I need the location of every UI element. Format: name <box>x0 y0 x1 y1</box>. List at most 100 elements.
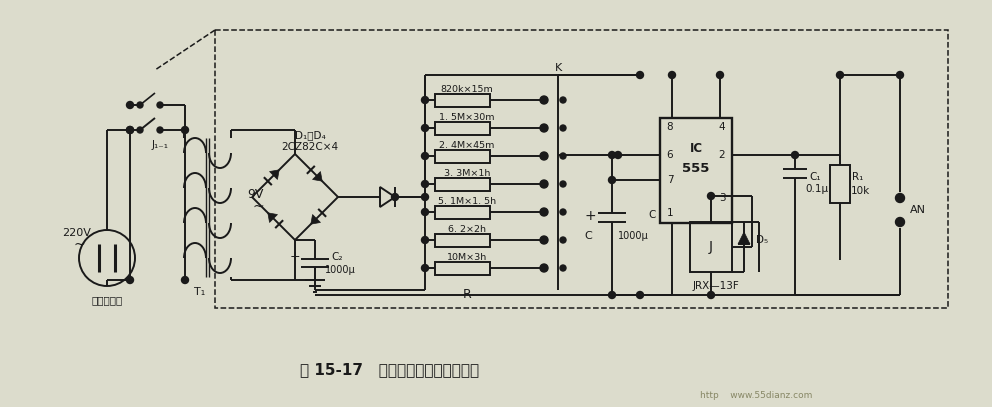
Text: 9V: 9V <box>247 188 263 201</box>
Text: http    www.55dianz.com: http www.55dianz.com <box>700 390 812 400</box>
Text: 1: 1 <box>667 208 674 218</box>
Text: ~: ~ <box>252 200 264 214</box>
Circle shape <box>669 72 676 79</box>
Bar <box>435 234 490 247</box>
Polygon shape <box>268 213 278 223</box>
Circle shape <box>560 97 566 103</box>
Circle shape <box>422 153 429 160</box>
Text: 8: 8 <box>667 122 674 132</box>
Circle shape <box>608 151 615 158</box>
Text: 用电器插座: 用电器插座 <box>91 295 123 305</box>
Text: C: C <box>584 231 592 241</box>
Text: +: + <box>584 209 596 223</box>
Bar <box>435 122 490 135</box>
Circle shape <box>540 124 548 132</box>
Circle shape <box>896 217 905 227</box>
Text: 图 15-17   家电定时断电控制器电路: 图 15-17 家电定时断电控制器电路 <box>301 363 479 378</box>
Text: D₁～D₄: D₁～D₄ <box>295 130 325 140</box>
Circle shape <box>422 180 429 188</box>
Circle shape <box>137 102 143 108</box>
Text: 6: 6 <box>667 150 674 160</box>
Text: JRX—13F: JRX—13F <box>692 281 739 291</box>
Circle shape <box>707 193 714 199</box>
Circle shape <box>422 96 429 103</box>
Bar <box>660 118 732 223</box>
Text: 1. 5M×30m: 1. 5M×30m <box>439 112 495 122</box>
Text: 3. 3M×1h: 3. 3M×1h <box>443 168 490 177</box>
Text: R: R <box>462 289 471 302</box>
Circle shape <box>637 291 644 298</box>
Circle shape <box>540 264 548 272</box>
Circle shape <box>422 236 429 243</box>
Circle shape <box>560 125 566 131</box>
Circle shape <box>896 193 905 203</box>
Bar <box>435 150 490 163</box>
Polygon shape <box>270 170 279 179</box>
Circle shape <box>637 72 644 79</box>
Circle shape <box>540 152 548 160</box>
Circle shape <box>614 151 622 158</box>
Text: 6. 2×2h: 6. 2×2h <box>448 225 486 234</box>
Circle shape <box>137 127 143 133</box>
Circle shape <box>422 193 429 201</box>
Circle shape <box>127 276 134 284</box>
Text: C₁: C₁ <box>809 172 820 182</box>
Circle shape <box>540 208 548 216</box>
Text: 4: 4 <box>718 122 725 132</box>
Text: T₁: T₁ <box>194 287 205 297</box>
Circle shape <box>707 291 714 298</box>
Circle shape <box>422 265 429 271</box>
Circle shape <box>157 102 163 108</box>
Text: 2CZ82C×4: 2CZ82C×4 <box>282 142 338 152</box>
Circle shape <box>608 291 615 298</box>
Text: C: C <box>649 210 656 220</box>
Circle shape <box>560 181 566 187</box>
Text: 1000μ: 1000μ <box>324 265 355 275</box>
Bar <box>435 178 490 191</box>
Text: ~: ~ <box>73 238 84 252</box>
Circle shape <box>560 237 566 243</box>
Text: K: K <box>555 63 561 73</box>
Bar <box>830 165 850 203</box>
Circle shape <box>157 127 163 133</box>
Circle shape <box>182 127 188 133</box>
Text: 5. 1M×1. 5h: 5. 1M×1. 5h <box>437 197 496 206</box>
Circle shape <box>182 276 188 284</box>
Circle shape <box>560 265 566 271</box>
Text: 555: 555 <box>682 162 709 175</box>
Circle shape <box>560 209 566 215</box>
Circle shape <box>422 125 429 131</box>
Text: D₅: D₅ <box>756 235 768 245</box>
Polygon shape <box>310 214 320 224</box>
Circle shape <box>392 193 399 201</box>
Text: 2. 4M×45m: 2. 4M×45m <box>439 140 495 149</box>
Circle shape <box>540 96 548 104</box>
Bar <box>435 262 490 275</box>
Circle shape <box>560 153 566 159</box>
Text: 0.1μ: 0.1μ <box>806 184 828 194</box>
Circle shape <box>540 236 548 244</box>
Text: R₁: R₁ <box>852 172 864 182</box>
Text: J: J <box>709 240 713 254</box>
Text: 7: 7 <box>667 175 674 185</box>
Text: 220V: 220V <box>62 228 91 238</box>
Circle shape <box>836 72 843 79</box>
Text: 10M×3h: 10M×3h <box>446 252 487 262</box>
Text: J₁₋₁: J₁₋₁ <box>152 140 169 150</box>
Text: IC: IC <box>689 142 702 155</box>
Text: +: + <box>290 250 301 263</box>
Bar <box>435 94 490 107</box>
Text: C₂: C₂ <box>331 252 343 262</box>
Circle shape <box>127 101 134 109</box>
Text: AN: AN <box>910 205 926 215</box>
Circle shape <box>127 127 134 133</box>
Text: 820k×15m: 820k×15m <box>440 85 493 94</box>
Polygon shape <box>738 232 750 244</box>
Circle shape <box>422 208 429 215</box>
Text: 2: 2 <box>718 150 725 160</box>
Circle shape <box>792 151 799 158</box>
Bar <box>690 222 732 272</box>
Circle shape <box>127 127 134 133</box>
Text: 10k: 10k <box>850 186 870 196</box>
Circle shape <box>608 177 615 184</box>
